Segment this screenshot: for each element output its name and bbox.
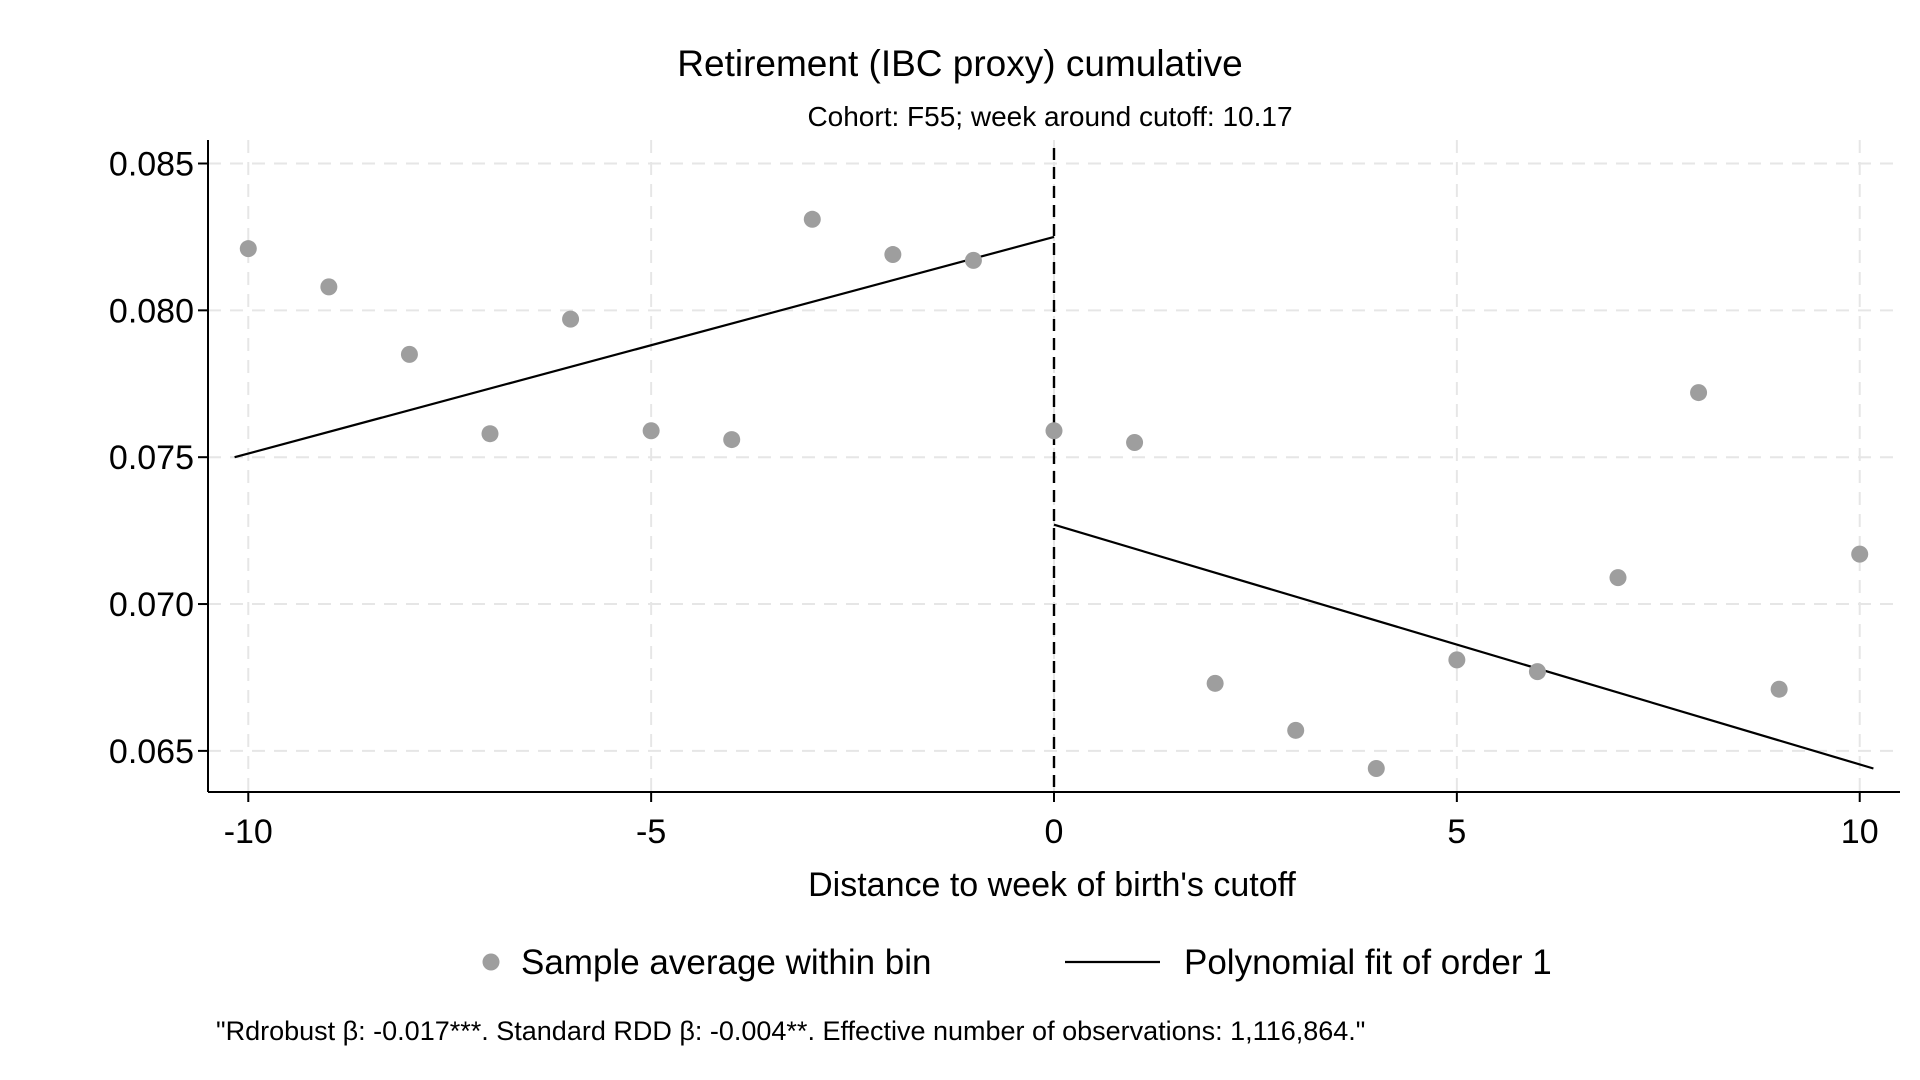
data-point bbox=[400, 345, 418, 363]
y-tick-label: 0.065 bbox=[109, 733, 194, 771]
y-tick-label: 0.075 bbox=[109, 439, 194, 477]
data-point bbox=[964, 251, 982, 269]
chart-title: Retirement (IBC proxy) cumulative bbox=[677, 43, 1242, 84]
x-tick-label: 5 bbox=[1447, 813, 1466, 851]
x-tick-label: 10 bbox=[1841, 813, 1879, 851]
data-point bbox=[1851, 545, 1869, 563]
y-tick-label: 0.080 bbox=[109, 292, 194, 330]
fit-lines bbox=[234, 148, 1874, 792]
legend-label-fit: Polynomial fit of order 1 bbox=[1184, 943, 1552, 982]
data-point bbox=[1770, 680, 1788, 698]
fit-line-segment bbox=[234, 235, 1055, 459]
data-point bbox=[1690, 384, 1708, 402]
data-point bbox=[1528, 663, 1546, 681]
scatter-points bbox=[239, 210, 1869, 778]
data-point bbox=[320, 278, 338, 296]
chart-note: "Rdrobust β: -0.017***. Standard RDD β: … bbox=[216, 1016, 1365, 1046]
data-point bbox=[884, 246, 902, 264]
data-point bbox=[562, 310, 580, 328]
data-point bbox=[239, 240, 257, 258]
chart-subtitle: Cohort: F55; week around cutoff: 10.17 bbox=[807, 101, 1292, 132]
data-point bbox=[803, 210, 821, 228]
data-point bbox=[1045, 422, 1063, 440]
axes: 0.065 0.070 0.075 0.080 0.085 -10 -5 0 5 10 bbox=[109, 140, 1900, 851]
x-axis-label: Distance to week of birth's cutoff bbox=[808, 866, 1296, 904]
x-tick-label: -10 bbox=[224, 813, 273, 851]
data-point bbox=[1287, 721, 1305, 739]
data-point bbox=[1126, 434, 1144, 452]
data-point bbox=[642, 422, 660, 440]
legend: Sample average within bin Polynomial fit… bbox=[482, 943, 1552, 982]
x-tick-label: -5 bbox=[636, 813, 666, 851]
data-point bbox=[1609, 569, 1627, 587]
data-point bbox=[481, 425, 499, 443]
x-tick-label: 0 bbox=[1045, 813, 1064, 851]
data-point bbox=[1206, 674, 1224, 692]
data-point bbox=[1367, 760, 1385, 778]
y-tick-label: 0.070 bbox=[109, 586, 194, 624]
y-tick-label: 0.085 bbox=[109, 145, 194, 183]
legend-dot-marker bbox=[482, 953, 500, 971]
data-point bbox=[723, 431, 741, 449]
fit-line-segment bbox=[1053, 523, 1874, 770]
data-point bbox=[1448, 651, 1466, 669]
legend-label-scatter: Sample average within bin bbox=[521, 943, 932, 982]
